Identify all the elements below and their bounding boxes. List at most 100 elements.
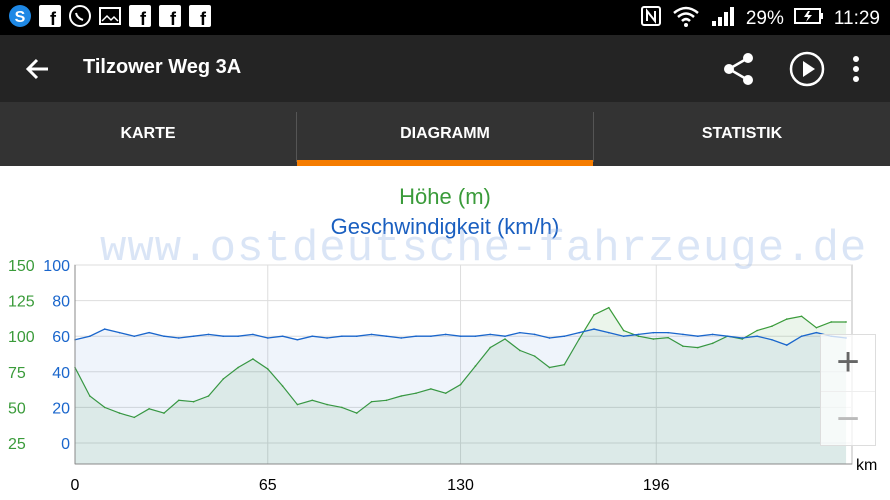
height-point [296, 403, 299, 406]
height-point [519, 349, 521, 352]
height-point [652, 338, 655, 340]
chart-title-height: Höhe (m) [399, 184, 491, 209]
height-point [311, 399, 314, 402]
speed-point [667, 331, 669, 334]
speed-point [177, 337, 180, 339]
y-tick-label-height: 125 [8, 294, 35, 311]
speed-point [652, 331, 655, 334]
height-point [400, 395, 403, 397]
height-point [103, 406, 106, 409]
svg-text:f: f [140, 9, 147, 28]
height-point [578, 338, 580, 340]
speed-point [326, 337, 328, 339]
app-bar: Tilzower Weg 3A [0, 35, 890, 102]
share-button[interactable] [722, 52, 756, 86]
zoom-controls: + − [820, 334, 876, 446]
speed-point [192, 335, 195, 337]
height-point [148, 408, 150, 410]
speed-point [593, 328, 595, 330]
speed-point [148, 331, 150, 334]
height-point [504, 338, 506, 340]
speed-point [726, 335, 729, 337]
height-point [533, 355, 536, 357]
page-title: Tilzower Weg 3A [83, 56, 242, 78]
share-icon [724, 53, 753, 85]
notification-icons: S f f f f [8, 4, 212, 28]
tab-label: STATISTIK [701, 125, 783, 142]
speed-point [133, 335, 136, 337]
speed-point [474, 335, 477, 337]
y-tick-label-height: 75 [8, 365, 26, 382]
facebook-icon: f [188, 4, 212, 28]
speed-point [355, 335, 358, 337]
x-tick-label: 65 [259, 477, 277, 494]
clock: 11:29 [833, 8, 880, 29]
height-point [326, 403, 328, 406]
speed-point [756, 335, 758, 337]
tab-diagramm[interactable]: DIAGRAMM [297, 102, 593, 166]
zoom-out-button[interactable]: − [821, 391, 875, 446]
speed-point [370, 333, 373, 336]
image-icon [98, 4, 122, 28]
arrow-left-icon [25, 58, 48, 80]
speed-point [519, 331, 521, 334]
tab-karte[interactable]: KARTE [0, 102, 296, 166]
speed-point [815, 331, 818, 334]
back-button[interactable] [22, 53, 54, 85]
speed-point [266, 337, 269, 339]
height-point [415, 392, 417, 394]
height-point [281, 385, 284, 387]
height-point [771, 325, 773, 328]
speed-point [548, 337, 551, 339]
more-vert-icon [853, 56, 859, 82]
speed-point [400, 337, 403, 339]
speed-point [311, 335, 314, 337]
tab-divider [296, 112, 297, 162]
height-point [800, 315, 803, 318]
play-button[interactable] [789, 51, 825, 87]
height-point [89, 395, 91, 397]
speed-point [459, 335, 462, 337]
height-point [696, 346, 699, 349]
speed-point [252, 333, 254, 336]
height-point [163, 412, 165, 414]
speed-point [696, 335, 699, 337]
wifi-icon [672, 4, 700, 34]
height-point [593, 314, 595, 316]
watermark: www.ostdeutsche-fahrzeuge.de [100, 224, 868, 274]
speed-point [622, 335, 625, 337]
speed-point [89, 335, 91, 337]
speed-point [800, 335, 803, 337]
speed-point [637, 333, 640, 336]
height-point [207, 395, 210, 397]
height-point [667, 336, 669, 339]
height-point [385, 399, 388, 402]
battery-charging-icon [793, 7, 824, 31]
speed-point [578, 331, 580, 334]
speed-point [207, 333, 210, 336]
more-options-button[interactable] [843, 52, 869, 86]
elevation-speed-chart[interactable]: 150 125 100 75 50 25 100 80 60 40 20 0 0 65 130 196 km [0, 240, 890, 500]
x-tick-label: 0 [71, 477, 80, 494]
nfc-icon [640, 5, 662, 33]
tab-statistik[interactable]: STATISTIK [594, 102, 890, 166]
y-tick-label-speed: 100 [43, 258, 70, 275]
x-tick-label: 196 [643, 477, 670, 494]
speed-point [341, 335, 343, 337]
speed-point [163, 335, 165, 337]
speed-point [296, 338, 299, 341]
zoom-in-button[interactable]: + [836, 339, 860, 384]
y-tick-label-speed: 40 [52, 365, 70, 382]
svg-text:f: f [50, 9, 57, 28]
height-point [785, 318, 788, 320]
facebook-icon: f [38, 4, 62, 28]
speed-point [608, 331, 610, 334]
speed-point [430, 335, 432, 337]
y-tick-label-height: 150 [8, 258, 35, 275]
height-point [830, 321, 833, 323]
speed-point [741, 337, 744, 339]
height-point [815, 326, 818, 329]
facebook-icon: f [128, 4, 152, 28]
height-point [444, 392, 447, 394]
height-point [474, 365, 477, 367]
